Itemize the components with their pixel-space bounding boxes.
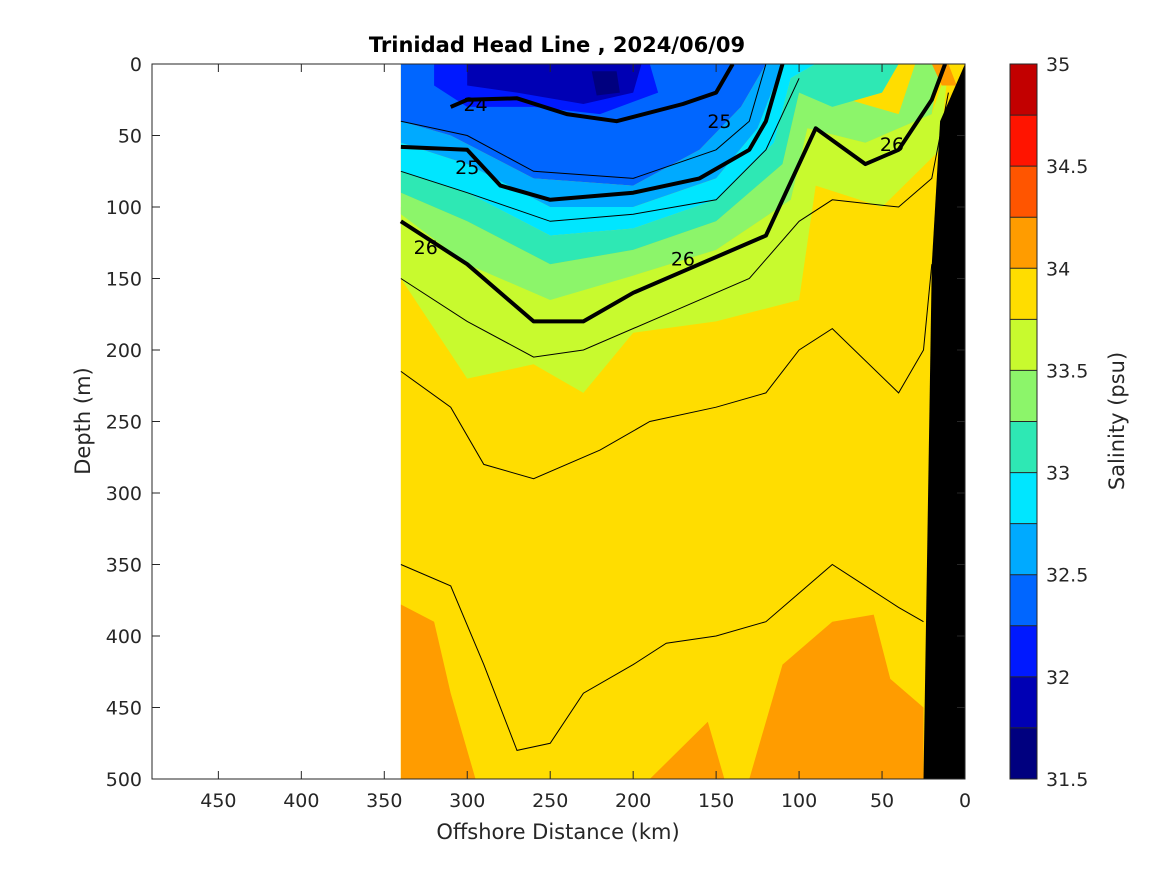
land-mask	[923, 64, 965, 779]
contour-label: 24	[463, 94, 487, 116]
y-axis-title: Depth (m)	[71, 367, 95, 474]
isopycnal-thin	[400, 92, 949, 358]
seafloor-mask	[923, 64, 965, 779]
x-tick-label: 100	[781, 790, 817, 812]
salinity-region	[400, 64, 816, 236]
salinity-region	[749, 614, 924, 779]
colorbar-swatch	[1010, 727, 1037, 779]
colorbar-swatch	[1010, 217, 1037, 269]
colorbar: 35 34.5 34 33.5 33 32.5 32 31.5	[1009, 54, 1088, 791]
x-tick-label: 250	[532, 790, 568, 812]
contour-label: 26	[414, 237, 438, 259]
y-tick-label: 300	[106, 483, 142, 505]
colorbar-swatch	[1010, 64, 1037, 116]
contour-label: 26	[880, 134, 904, 156]
x-axis: 450 400 350 300 250 200 150 100 50 0	[200, 64, 971, 812]
colorbar-swatch	[1010, 625, 1037, 677]
x-tick-label: 450	[200, 790, 236, 812]
x-tick-label: 300	[449, 790, 485, 812]
colorbar-swatch	[1010, 319, 1037, 371]
colorbar-tick-label: 35	[1046, 54, 1070, 76]
colorbar-tick-label: 32	[1046, 667, 1070, 689]
isopycnal-24	[449, 64, 735, 124]
y-tick-label: 50	[118, 126, 142, 148]
colorbar-swatch	[1010, 574, 1037, 626]
salinity-region	[400, 604, 476, 779]
colorbar-swatch	[1010, 523, 1037, 575]
isopycnal-25	[400, 64, 785, 202]
colorbar-swatch	[1010, 421, 1037, 473]
isopycnal-26	[399, 64, 947, 324]
contour-label: 26	[671, 248, 695, 270]
salinity-region	[400, 64, 783, 207]
colorbar-swatch	[1010, 472, 1037, 524]
x-tick-label: 50	[870, 790, 894, 812]
x-tick-label: 350	[366, 790, 402, 812]
contour-label: 25	[707, 111, 731, 133]
salinity-region	[400, 64, 941, 300]
salinity-region	[649, 721, 725, 779]
y-tick-label: 0	[130, 54, 142, 76]
colorbar-tick-label: 31.5	[1046, 769, 1088, 791]
y-tick-label: 150	[106, 269, 142, 291]
colorbar-swatch	[1010, 166, 1037, 218]
colorbar-swatch	[1010, 370, 1037, 422]
y-tick-label: 500	[106, 769, 142, 791]
colorbar-tick-label: 34.5	[1046, 156, 1088, 178]
isopycnal-thin	[400, 78, 800, 222]
colorbar-tick-label: 33	[1046, 463, 1070, 485]
chart-title: Trinidad Head Line , 2024/06/09	[369, 33, 745, 57]
isopycnal-thin	[400, 264, 933, 480]
colorbar-tick-label: 33.5	[1046, 360, 1088, 382]
colorbar-title: Salinity (psu)	[1105, 352, 1129, 490]
isopycnal-thin-lines	[400, 64, 949, 751]
x-tick-label: 200	[615, 790, 651, 812]
y-tick-label: 100	[106, 197, 142, 219]
y-tick-label: 450	[106, 698, 142, 720]
isopycnal-thick-lines	[399, 64, 947, 324]
colorbar-tick-label: 34	[1046, 258, 1070, 280]
contour-label: 25	[455, 157, 479, 179]
x-axis-title: Offshore Distance (km)	[436, 820, 679, 844]
x-tick-label: 400	[283, 790, 319, 812]
y-axis: 0 50 100 150 200 250 300 350 400 450 500	[106, 54, 965, 791]
x-tick-label: 0	[959, 790, 971, 812]
y-tick-label: 250	[106, 412, 142, 434]
salinity-region	[400, 64, 899, 265]
isopycnal-thin	[400, 64, 767, 179]
colorbar-swatch	[1010, 268, 1037, 320]
y-tick-label: 350	[106, 555, 142, 577]
contour-labels: 24 25 25 26 26 26	[414, 94, 904, 270]
salinity-region	[591, 71, 620, 96]
y-tick-label: 200	[106, 340, 142, 362]
colorbar-swatch	[1010, 115, 1037, 167]
salinity-region	[931, 64, 957, 86]
isopycnal-thin	[400, 563, 924, 751]
colorbar-tick-label: 32.5	[1046, 565, 1088, 587]
y-tick-label: 400	[106, 626, 142, 648]
salinity-region	[400, 149, 932, 779]
salinity-region	[400, 64, 949, 393]
x-tick-label: 150	[698, 790, 734, 812]
colorbar-swatch	[1010, 676, 1037, 728]
plot-area: 24 25 25 26 26 26	[399, 64, 965, 779]
